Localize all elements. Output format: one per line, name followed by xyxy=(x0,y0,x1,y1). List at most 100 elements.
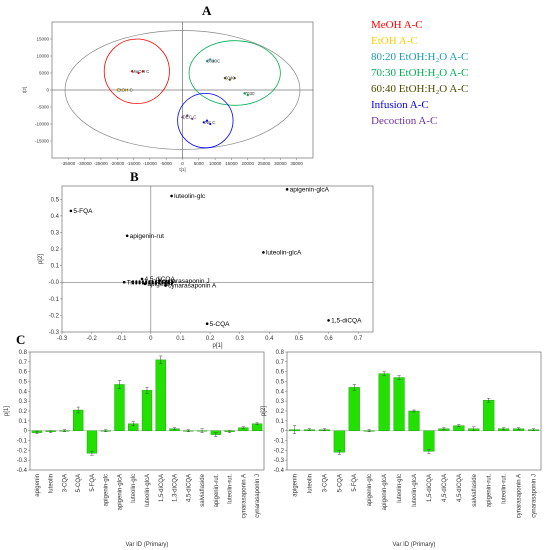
bar xyxy=(423,430,435,452)
bar-ytick-label: -0.4 xyxy=(274,468,285,474)
panel-b-cluster-point xyxy=(151,280,154,283)
bar-ytick-label: -0.1 xyxy=(274,439,285,445)
panel-b-ytick-label: -0.2 xyxy=(49,313,60,319)
bar xyxy=(393,377,405,431)
legend-entry: 70:30 EtOH:H₂O A-C xyxy=(371,67,468,79)
panel-b-xtick-label: -0.3 xyxy=(57,336,68,342)
bar-category-label: apigenin-rut. xyxy=(214,474,220,508)
panel-a-xtick-label: -20000 xyxy=(110,161,125,166)
panel-a-xtick-label: -25000 xyxy=(94,161,109,166)
panel-b-xtick-label: -0.1 xyxy=(116,336,127,342)
panel-a-point-label: MeOH C xyxy=(132,69,150,74)
panel-b-point xyxy=(122,280,126,284)
panel-a-point xyxy=(209,58,212,61)
panel-b-ytick-label: -0.3 xyxy=(49,330,60,336)
panel-b-xtick-label: 0.1 xyxy=(176,336,185,342)
panel-b-point xyxy=(285,188,289,191)
panel-b-point xyxy=(170,194,173,198)
panel-b-cluster-point xyxy=(171,280,174,283)
panel-a-point xyxy=(191,117,194,120)
panel-a-xtick-label: -15000 xyxy=(127,161,142,166)
panel-b-cluster-point xyxy=(167,282,171,285)
panel-b-point xyxy=(205,322,209,326)
panel-a-point xyxy=(181,116,184,119)
bar-ytick-label: 0.3 xyxy=(276,399,285,405)
bar-category-label: luteolin-glc xyxy=(131,474,137,503)
bar xyxy=(333,430,345,453)
panel-a-point-label: 7030 xyxy=(244,91,255,96)
panel-a-point xyxy=(202,121,205,124)
panel-a-point xyxy=(212,60,215,63)
bar xyxy=(483,399,495,431)
bar-ytick-label: 0.8 xyxy=(276,350,285,356)
bar-ylabel: p[1] xyxy=(4,406,10,416)
panel-b-cluster-point xyxy=(135,280,138,283)
bar-category-label: apigenin-glc xyxy=(367,474,373,506)
panel-a-point xyxy=(130,70,134,73)
bar-ytick-label: 0.7 xyxy=(276,360,285,366)
panel-b-cluster-point xyxy=(135,282,138,285)
panel-a-xtick-label: 20000 xyxy=(241,161,254,166)
panel-a-point xyxy=(246,94,249,97)
panel-b-ytick-label: 0.2 xyxy=(51,247,60,253)
panel-a-point xyxy=(223,77,227,80)
panel-a-xtick-label: -30000 xyxy=(78,161,93,166)
bar xyxy=(408,410,420,431)
panel-b-xtick-label: 0.3 xyxy=(236,336,245,342)
bar-ylabel: p[2] xyxy=(261,406,267,416)
bar-ytick-label: -0.3 xyxy=(17,458,28,464)
bar xyxy=(155,359,166,431)
panel-b-point-label: 5-FQA xyxy=(73,208,93,215)
panel-b-cluster-point xyxy=(154,280,157,283)
bar-category-label: apigenin xyxy=(292,474,298,497)
legend-entry: MeOH A-C xyxy=(371,19,423,31)
panel-b-cluster-point xyxy=(131,280,135,283)
bar-ytick-label: 0.6 xyxy=(19,370,28,376)
panel-a-point xyxy=(233,77,236,80)
panel-a-ytick-label: 5000 xyxy=(39,71,50,76)
panel-b-point xyxy=(125,234,129,238)
panel-a-point xyxy=(125,88,129,92)
bar-category-label: luteolin xyxy=(307,474,313,493)
bar-ytick-label: -0.2 xyxy=(274,448,285,454)
panel-a-xtick-label: 0 xyxy=(181,161,184,166)
panel-b-ytick-label: -0.0 xyxy=(49,280,60,286)
panel-a-point xyxy=(142,70,145,73)
panel-a-ytick-label: -15000 xyxy=(35,139,50,144)
panel-a-point xyxy=(243,92,246,95)
panel-a-point-label: INF C xyxy=(204,120,216,125)
panel-b-ytick-label: -0.1 xyxy=(49,297,60,303)
bar-category-label: apigenin-glcA xyxy=(117,474,123,510)
panel-b-point-label: apigenin-glcA xyxy=(290,187,330,194)
panel-a-point xyxy=(121,88,124,92)
panel-letter-a: A xyxy=(202,3,212,18)
bar-category-label: apigenin xyxy=(35,474,41,497)
bar xyxy=(348,387,360,431)
panel-a-point xyxy=(228,78,231,81)
panel-b-point-label: cynarasaponin A xyxy=(168,283,217,290)
bar-ytick-label: 0.3 xyxy=(19,399,28,405)
panel-b-ytick-label: 0.5 xyxy=(51,197,60,203)
panel-b-xtick-label: 0.6 xyxy=(324,336,333,342)
panel-b-point xyxy=(69,209,73,213)
panel-a-xtick-label: -10000 xyxy=(143,161,158,166)
bar-category-label: cynarasaponin J xyxy=(255,474,261,518)
panel-b-xtick-label: 0 xyxy=(149,336,153,342)
panel-a-ytick-label: 10000 xyxy=(36,54,49,59)
panel-a-xtick-label: 15000 xyxy=(225,161,238,166)
bar-ytick-label: 0.6 xyxy=(276,370,285,376)
bar-category-label: 1,3-diCQA xyxy=(173,474,179,502)
bar-ytick-label: 0.4 xyxy=(19,389,28,395)
bar-ytick-label: 0 xyxy=(24,429,28,435)
bar-ytick-label: 0.5 xyxy=(19,380,28,386)
panel-b-ytick-label: 0.3 xyxy=(51,230,60,236)
panel-b-point xyxy=(262,251,265,254)
panel-b-point-label: apigenin-rut xyxy=(130,233,165,240)
bar-category-label: 4,5-diCQA xyxy=(457,474,463,502)
panel-b-cluster-point xyxy=(138,280,141,283)
panel-b-ylabel: p[2] xyxy=(38,254,44,264)
panel-a-point xyxy=(209,122,212,126)
panel-a-point xyxy=(137,71,140,75)
bar-category-label: apigenin-glcA xyxy=(382,474,388,510)
bar-ytick-label: -0.4 xyxy=(17,468,28,474)
